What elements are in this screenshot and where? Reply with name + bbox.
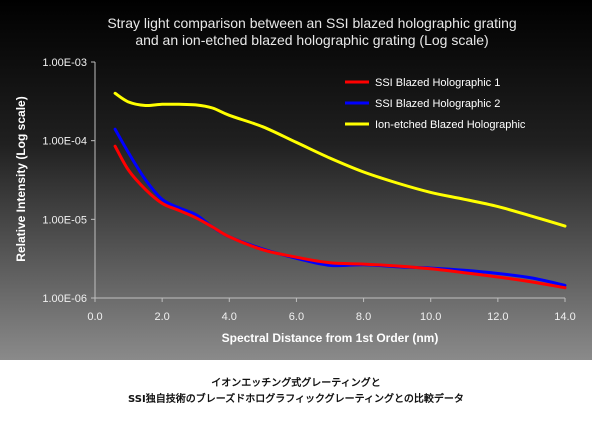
- x-tick-label: 14.0: [554, 311, 575, 323]
- y-tick-label: 1.00E-03: [42, 57, 87, 69]
- x-tick-label: 10.0: [420, 311, 441, 323]
- series-lines: [113, 91, 567, 290]
- x-tick-label: 2.0: [154, 311, 169, 323]
- legend: SSI Blazed Holographic 1 SSI Blazed Holog…: [345, 77, 526, 131]
- y-tick-label: 1.00E-04: [42, 136, 87, 148]
- legend-label: Ion-etched Blazed Holographic: [375, 119, 526, 131]
- y-tick-label: 1.00E-06: [42, 293, 87, 305]
- x-tick-label: 4.0: [222, 311, 237, 323]
- series-line-1: [113, 144, 567, 290]
- chart-title-line-1: Stray light comparison between an SSI bl…: [107, 15, 516, 31]
- x-axis: 0.0 2.0 4.0 6.0 8.0 10.0 12.0 14.0: [87, 298, 576, 323]
- chart-title-line-2: and an ion-etched blazed holographic gra…: [135, 32, 488, 48]
- chart: Stray light comparison between an SSI bl…: [14, 15, 576, 345]
- y-axis-label: Relative Intensity (Log scale): [14, 96, 28, 261]
- caption-line-1: イオンエッチング式グレーティングと: [211, 378, 381, 389]
- caption-line-2: SSI独自技術のブレーズドホログラフィックグレーティングとの比較データ: [128, 394, 464, 405]
- series-line-3: [113, 91, 567, 228]
- legend-label: SSI Blazed Holographic 1: [375, 77, 500, 89]
- x-axis-label: Spectral Distance from 1st Order (nm): [222, 331, 439, 345]
- caption: イオンエッチング式グレーティングと SSI独自技術のブレーズドホログラフィックグ…: [0, 376, 592, 408]
- x-tick-label: 12.0: [487, 311, 508, 323]
- x-tick-label: 6.0: [289, 311, 304, 323]
- x-tick-label: 8.0: [356, 311, 371, 323]
- legend-label: SSI Blazed Holographic 2: [375, 98, 500, 110]
- y-axis: 1.00E-03 1.00E-04 1.00E-05 1.00E-06: [42, 57, 95, 305]
- x-tick-label: 0.0: [87, 311, 102, 323]
- y-tick-label: 1.00E-05: [42, 214, 87, 226]
- plot-frame: [94, 62, 565, 299]
